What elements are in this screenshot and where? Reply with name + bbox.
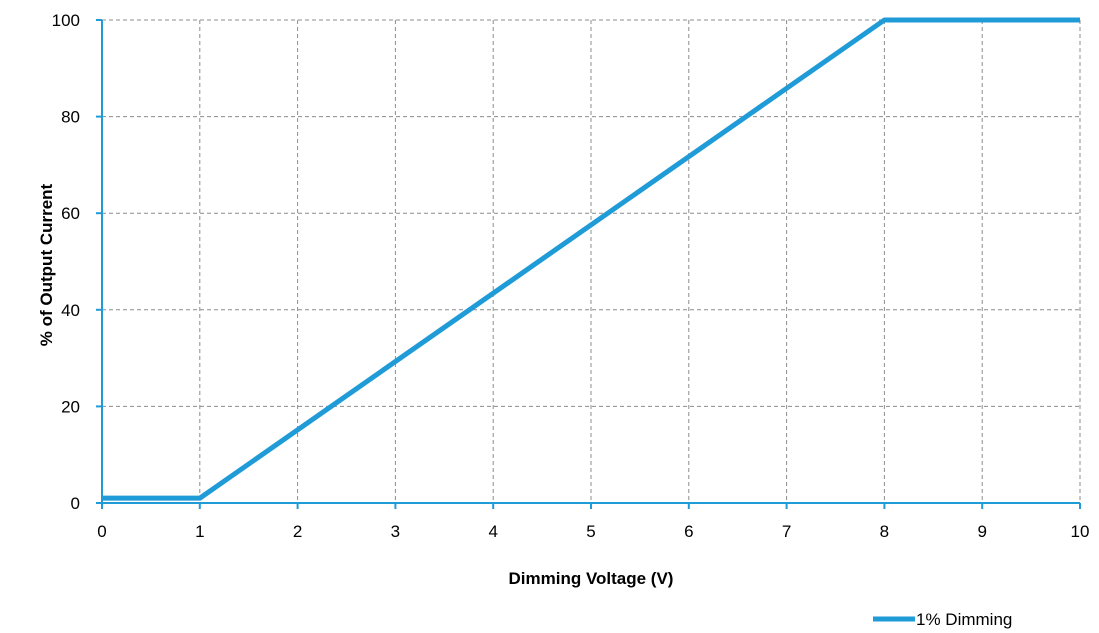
x-tick-label-4: 4 (488, 522, 497, 541)
x-tick-label-2: 2 (293, 522, 302, 541)
x-tick-label-10: 10 (1071, 522, 1090, 541)
y-tick-label-80: 80 (61, 108, 80, 127)
x-tick-label-6: 6 (684, 522, 693, 541)
y-tick-label-40: 40 (61, 301, 80, 320)
x-tick-label-5: 5 (586, 522, 595, 541)
y-tick-label-0: 0 (71, 494, 80, 513)
legend: 1% Dimming (873, 610, 1012, 629)
series-layer (102, 17, 1080, 501)
series-line-0 (102, 17, 1080, 501)
y-tick-label-100: 100 (52, 11, 80, 30)
x-tick-label-8: 8 (880, 522, 889, 541)
x-tick-label-7: 7 (782, 522, 791, 541)
legend-label-1pct-dimming: 1% Dimming (916, 610, 1012, 629)
x-tick-label-3: 3 (391, 522, 400, 541)
x-tick-label-0: 0 (97, 522, 106, 541)
x-axis-title: Dimming Voltage (V) (509, 569, 674, 588)
y-axis-title: % of Output Current (37, 183, 56, 346)
axes (96, 19, 1081, 509)
x-tick-label-9: 9 (977, 522, 986, 541)
y-tick-label-60: 60 (61, 204, 80, 223)
x-tick-label-1: 1 (195, 522, 204, 541)
grid-lines (102, 19, 1081, 503)
y-tick-label-20: 20 (61, 397, 80, 416)
